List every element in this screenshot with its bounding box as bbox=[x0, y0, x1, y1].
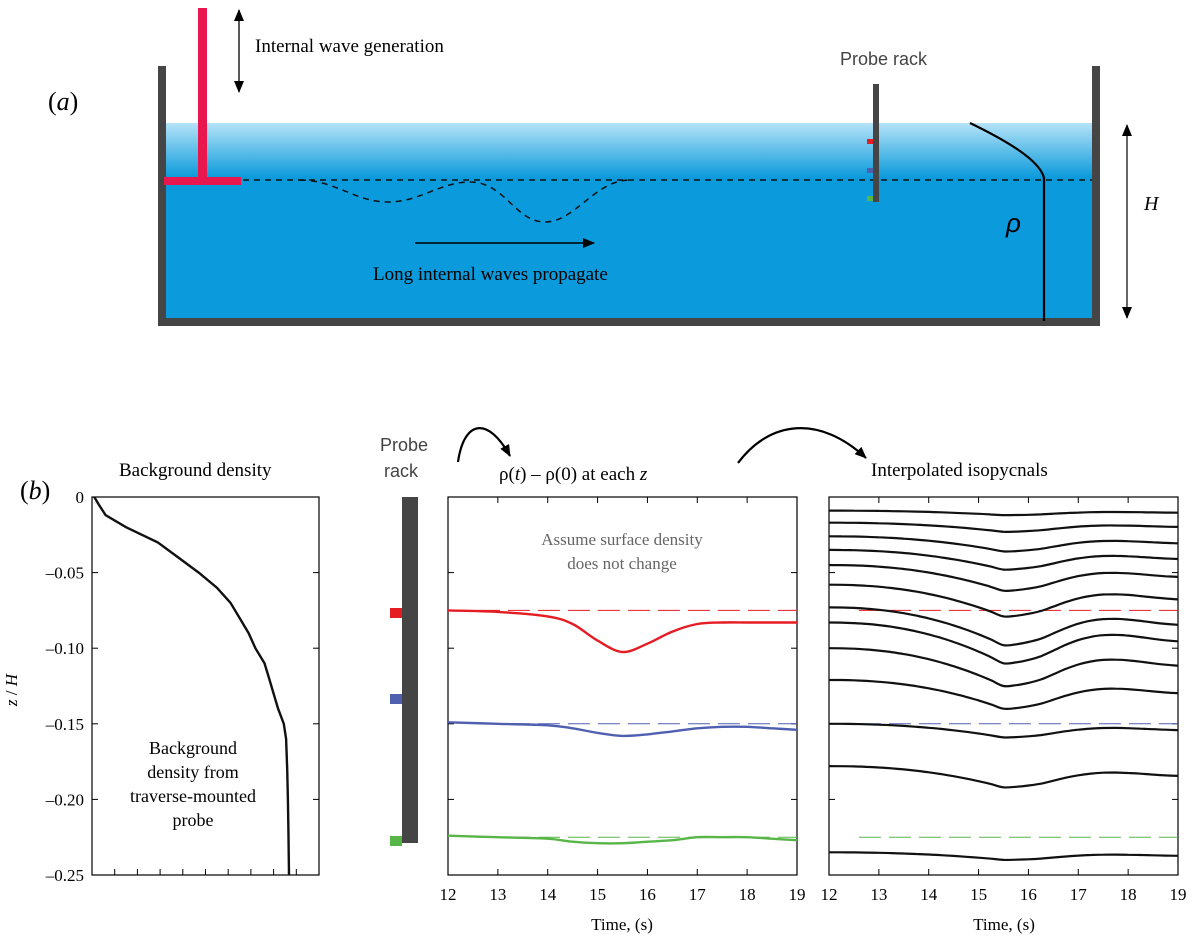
y-tick-label: –0.15 bbox=[45, 715, 84, 734]
isopycnal-line bbox=[828, 606, 1179, 647]
isopycnal-line bbox=[829, 678, 1179, 711]
x-tick-label: 16 bbox=[1020, 885, 1037, 904]
background-title: Background density bbox=[119, 460, 272, 481]
water-body bbox=[166, 123, 1092, 318]
y-tick-label: –0.10 bbox=[45, 639, 84, 658]
x-tick-label: 19 bbox=[789, 885, 806, 904]
isopycnal-line bbox=[828, 563, 1179, 593]
curved-arrow-2 bbox=[737, 427, 867, 464]
propagate-label: Long internal waves propagate bbox=[373, 264, 608, 285]
isopycnal-line bbox=[828, 621, 1179, 665]
probe-rack-label-b-1: Probe bbox=[380, 435, 428, 455]
probe-series-green bbox=[447, 834, 798, 845]
bg-note-line-3: traverse-mounted bbox=[130, 786, 256, 806]
delta-title: ρ(t) – ρ(0) at each z bbox=[499, 464, 648, 485]
isopycnal-line bbox=[828, 765, 1179, 789]
x-tick-label: 18 bbox=[739, 885, 756, 904]
surface-note-line-1: Assume surface density bbox=[541, 530, 703, 549]
x-tick-label: 17 bbox=[1070, 885, 1088, 904]
y-tick-label: –0.25 bbox=[45, 866, 84, 885]
probe-rack-pole-a bbox=[873, 84, 879, 202]
bg-note-line-4: probe bbox=[173, 810, 214, 830]
x-tick-label: 14 bbox=[539, 885, 557, 904]
probe-green-a bbox=[867, 196, 873, 201]
iso-plot-frame bbox=[828, 496, 1179, 876]
x-tick-label: 19 bbox=[1170, 885, 1187, 904]
isopycnal-line bbox=[828, 509, 1179, 517]
y-tick-label: –0.05 bbox=[45, 564, 84, 583]
wave-paddle-rod bbox=[198, 8, 207, 184]
panel-b-label: (b) bbox=[20, 476, 50, 505]
isopycnal-line bbox=[828, 535, 1179, 553]
isopycnal-line bbox=[828, 583, 1179, 618]
wave-paddle-plate bbox=[164, 177, 241, 185]
isopycnal-line bbox=[828, 548, 1179, 571]
probe-green-b bbox=[390, 836, 402, 846]
panel-b: (b) Background density 0 –0.05 –0.10 –0.15 –… bbox=[2, 427, 1187, 934]
delta-plot-content: 12 13 14 15 16 17 18 19 bbox=[440, 497, 806, 904]
generation-label: Internal wave generation bbox=[255, 36, 444, 57]
x-tick-label: 14 bbox=[920, 885, 938, 904]
isopycnal-line bbox=[829, 722, 1179, 739]
probe-blue-a bbox=[867, 168, 873, 173]
tank-walls bbox=[158, 66, 1100, 326]
y-tick-label: 0 bbox=[76, 488, 85, 507]
bg-note-line-1: Background bbox=[149, 738, 237, 758]
x-tick-label: 13 bbox=[489, 885, 506, 904]
panel-a-label: (a) bbox=[48, 87, 78, 116]
isopycnal-line bbox=[828, 521, 1179, 533]
probe-rack-label-b-2: rack bbox=[384, 461, 419, 481]
x-tick-label: 16 bbox=[639, 885, 656, 904]
x-tick-label: 17 bbox=[689, 885, 707, 904]
bg-note-line-2: density from bbox=[147, 762, 239, 782]
panel-a: (a) Internal wave generation Long intern… bbox=[48, 8, 1160, 326]
rho-label: ρ bbox=[1005, 208, 1021, 238]
internal-wave-shape bbox=[299, 179, 631, 223]
probe-red-b bbox=[390, 608, 402, 618]
curved-arrow-1 bbox=[456, 427, 511, 463]
iso-title: Interpolated isopycnals bbox=[871, 460, 1048, 481]
x-tick-label: 13 bbox=[870, 885, 887, 904]
delta-plot-frame bbox=[447, 496, 798, 876]
surface-note-line-2: does not change bbox=[567, 554, 677, 573]
density-profile-a bbox=[969, 122, 1046, 321]
probe-blue-b bbox=[390, 694, 402, 704]
x-tick-label: 18 bbox=[1120, 885, 1137, 904]
probe-rack-label-a: Probe rack bbox=[840, 49, 928, 69]
iso-x-label: Time, (s) bbox=[973, 915, 1035, 934]
depth-label: H bbox=[1143, 193, 1160, 215]
x-tick-label: 15 bbox=[970, 885, 987, 904]
x-tick-label: 12 bbox=[821, 885, 838, 904]
y-axis-label: z / H bbox=[2, 672, 21, 707]
probe-red-a bbox=[867, 139, 873, 144]
isopycnal-line bbox=[828, 647, 1179, 688]
isopycnal-line bbox=[829, 851, 1179, 862]
iso-plot-content: 12 13 14 15 16 17 18 19 bbox=[821, 497, 1187, 904]
probe-series-red bbox=[447, 609, 797, 654]
x-tick-label: 15 bbox=[589, 885, 606, 904]
background-y-axis: 0 –0.05 –0.10 –0.15 –0.20 –0.25 bbox=[45, 488, 319, 885]
background-note: Background density from traverse-mounted… bbox=[130, 738, 256, 830]
y-tick-label: –0.20 bbox=[45, 790, 84, 809]
background-density-curve bbox=[93, 496, 291, 876]
probe-rack-pole-b bbox=[402, 497, 418, 843]
x-tick-label: 12 bbox=[440, 885, 457, 904]
probe-series-blue bbox=[447, 721, 798, 738]
delta-x-label: Time, (s) bbox=[591, 915, 653, 934]
